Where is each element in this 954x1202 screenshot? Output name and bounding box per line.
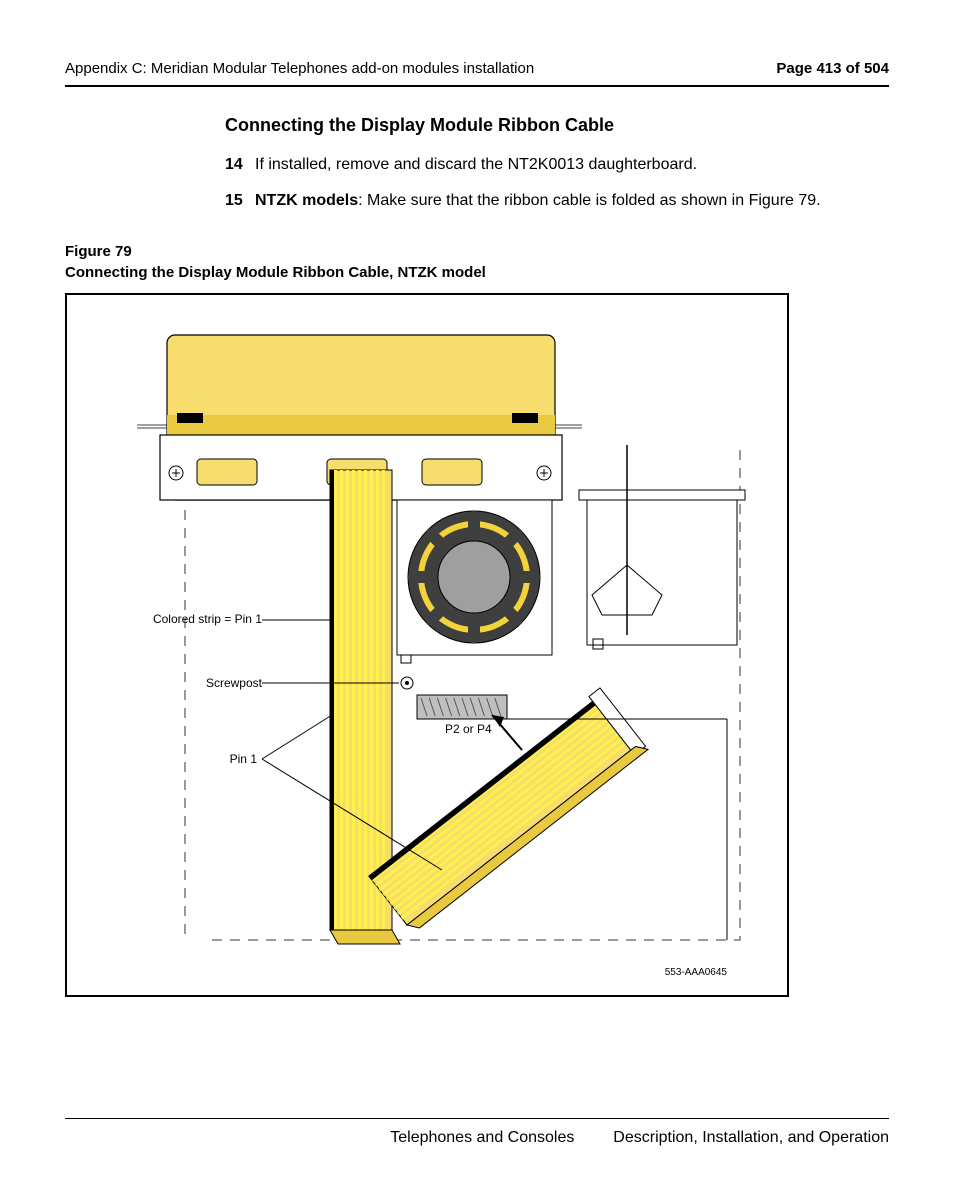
footer-right: Description, Installation, and Operation	[613, 1129, 889, 1146]
section-title: Connecting the Display Module Ribbon Cab…	[225, 115, 889, 136]
step-text: NTZK models: Make sure that the ribbon c…	[255, 190, 889, 212]
page-header: Appendix C: Meridian Modular Telephones …	[65, 60, 889, 87]
header-right: Page 413 of 504	[776, 60, 889, 77]
svg-text:P2 or P4: P2 or P4	[445, 722, 492, 736]
ribbon-cable-diagram: Colored strip = Pin 1 Screwpost Pin 1 P2 or…	[67, 295, 787, 995]
step-bold-prefix: NTZK models	[255, 192, 358, 209]
svg-text:Pin 1: Pin 1	[230, 752, 258, 766]
step-number: 14	[225, 154, 255, 176]
svg-text:553-AAA0645: 553-AAA0645	[665, 967, 728, 978]
step-number: 15	[225, 190, 255, 212]
footer-left: Telephones and Consoles	[390, 1129, 574, 1146]
svg-text:Colored strip = Pin 1: Colored strip = Pin 1	[153, 612, 262, 626]
svg-text:Screwpost: Screwpost	[206, 676, 263, 690]
figure-79: Colored strip = Pin 1 Screwpost Pin 1 P2 or…	[65, 293, 789, 997]
step-14: 14 If installed, remove and discard the …	[225, 154, 889, 176]
header-left: Appendix C: Meridian Modular Telephones …	[65, 60, 534, 77]
page-footer: Telephones and Consoles Description, Ins…	[65, 1118, 889, 1147]
step-remainder: : Make sure that the ribbon cable is fol…	[358, 192, 820, 209]
step-text: If installed, remove and discard the NT2…	[255, 154, 889, 176]
figure-number: Figure 79	[65, 243, 132, 260]
step-15: 15 NTZK models: Make sure that the ribbo…	[225, 190, 889, 212]
figure-title: Connecting the Display Module Ribbon Cab…	[65, 264, 486, 281]
figure-caption: Figure 79 Connecting the Display Module …	[65, 241, 889, 283]
